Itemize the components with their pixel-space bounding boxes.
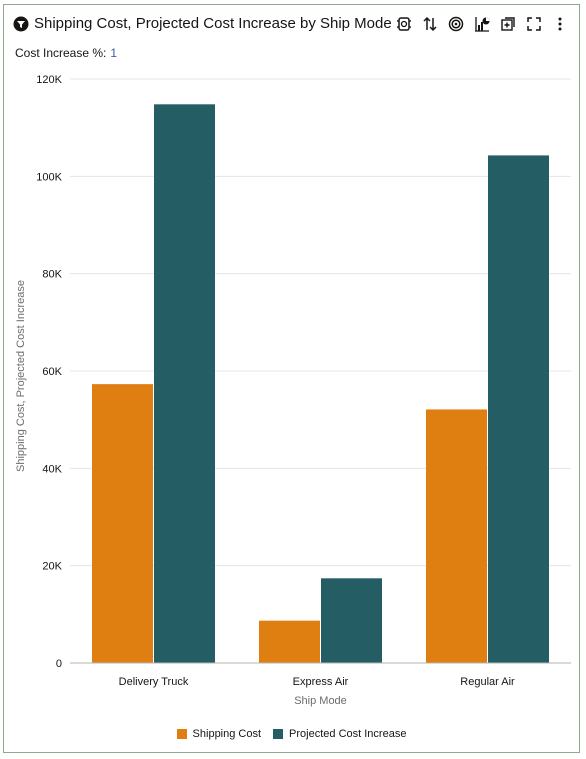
bar-projected-cost-increase[interactable] (488, 155, 549, 663)
legend-swatch-shipping-cost (176, 729, 187, 739)
y-tick-label: 20K (42, 561, 62, 573)
y-tick-label: 40K (42, 463, 62, 475)
chart-toolbar (391, 14, 573, 34)
parameter-label: Cost Increase %: (15, 46, 107, 60)
fullscreen-icon (527, 17, 541, 31)
y-axis-title: Shipping Cost, Projected Cost Increase (15, 280, 27, 472)
bar-shipping-cost[interactable] (426, 409, 487, 663)
chart-title: Shipping Cost, Projected Cost Increase b… (34, 15, 392, 32)
bar-projected-cost-increase[interactable] (321, 578, 382, 663)
target-button[interactable] (443, 14, 469, 34)
legend-label-shipping-cost: Shipping Cost (192, 728, 262, 740)
x-axis-title: Ship Mode (294, 695, 347, 707)
parameter-value[interactable]: 1 (110, 46, 118, 60)
parameter-cost-increase[interactable]: Cost Increase %: 1 (15, 46, 117, 60)
chart-type-button[interactable] (469, 14, 495, 34)
chart-panel: Shipping Cost, Projected Cost Increase b… (3, 4, 580, 753)
bar-shipping-cost[interactable] (92, 384, 153, 663)
y-tick-label: 0 (56, 658, 62, 670)
legend: Shipping Cost Projected Cost Increase (4, 728, 579, 740)
chart-type-icon (475, 17, 490, 32)
x-tick-label: Regular Air (460, 676, 515, 688)
sort-button[interactable] (417, 14, 443, 34)
legend-item-shipping-cost[interactable]: Shipping Cost (176, 728, 262, 740)
bar-projected-cost-increase[interactable] (154, 104, 215, 664)
more-button[interactable] (547, 14, 573, 34)
legend-item-projected-cost-increase[interactable]: Projected Cost Increase (273, 728, 406, 740)
add-icon (501, 17, 515, 31)
y-tick-label: 60K (42, 366, 62, 378)
refresh-button[interactable] (391, 14, 417, 34)
chart-header: Shipping Cost, Projected Cost Increase b… (4, 5, 579, 43)
more-icon (558, 17, 562, 31)
x-tick-label: Express Air (293, 676, 349, 688)
y-tick-label: 80K (42, 269, 62, 281)
bar-shipping-cost[interactable] (259, 620, 320, 663)
legend-label-projected-cost-increase: Projected Cost Increase (289, 728, 407, 740)
filter-icon[interactable] (13, 16, 29, 32)
x-axis-ticks: Delivery Truck Express Air Regular Air (119, 676, 515, 688)
y-tick-label: 120K (36, 74, 62, 86)
y-tick-label: 100K (36, 171, 62, 183)
refresh-icon (397, 17, 411, 31)
x-tick-label: Delivery Truck (119, 676, 189, 688)
target-icon (448, 16, 464, 32)
y-axis-ticks: 0 20K 40K 60K 80K 100K 120K (36, 74, 62, 670)
legend-swatch-projected-cost-increase (273, 729, 284, 739)
gridlines (70, 78, 571, 567)
bars (92, 104, 549, 664)
add-button[interactable] (495, 14, 521, 34)
fullscreen-button[interactable] (521, 14, 547, 34)
bar-chart: 0 20K 40K 60K 80K 100K 120K Delivery Truck Expr… (15, 74, 571, 707)
sort-icon (423, 16, 437, 32)
